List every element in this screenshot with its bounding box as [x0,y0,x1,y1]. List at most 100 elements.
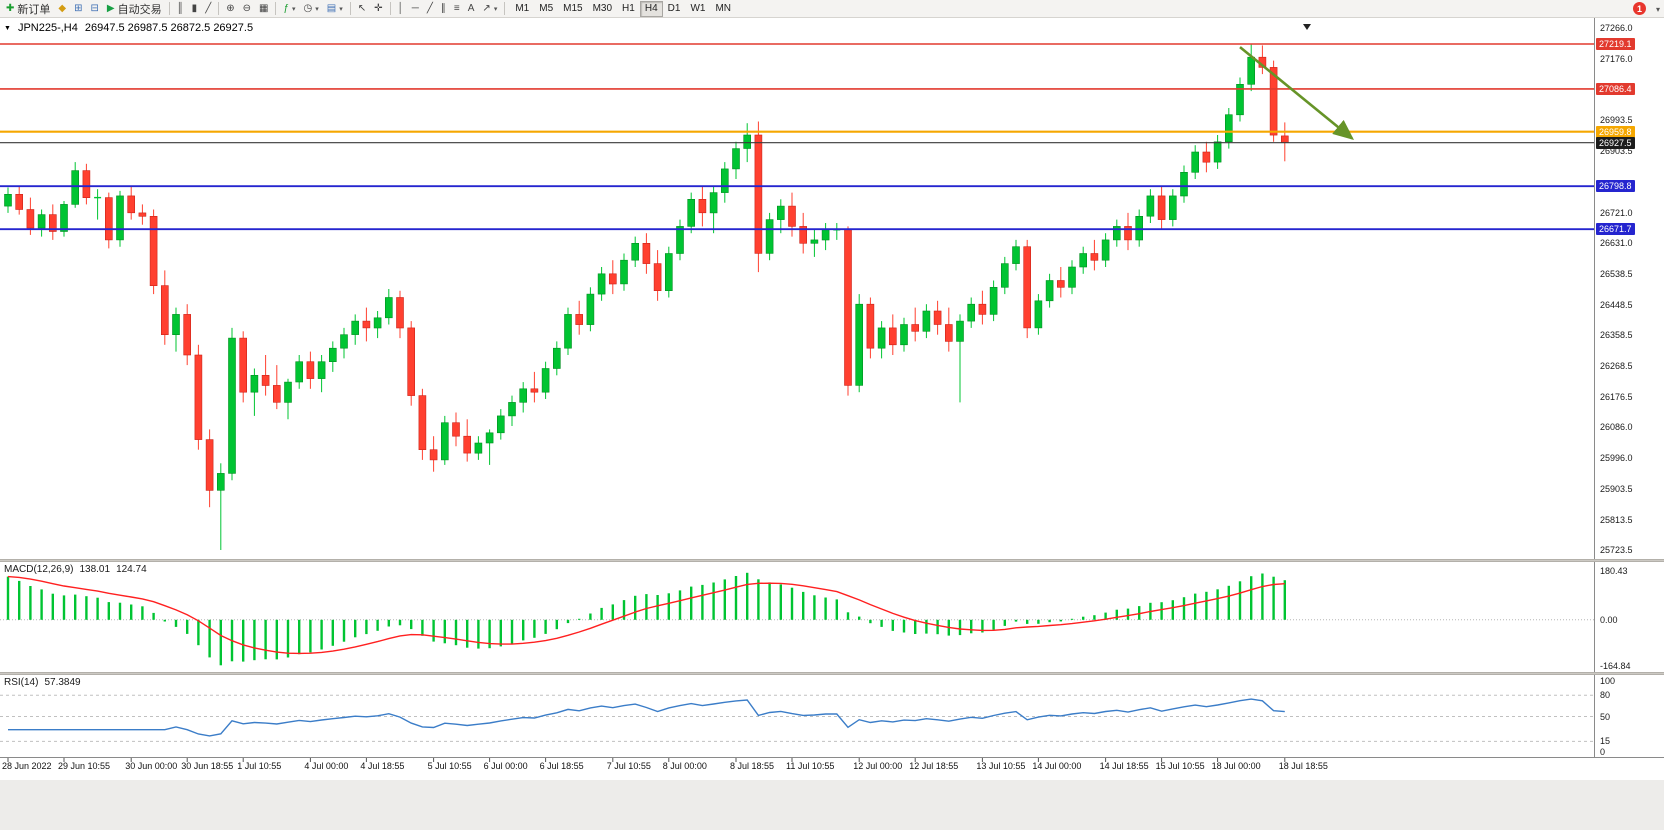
zoom-in-button[interactable]: ⊕ [222,0,238,18]
dropdown-caret-icon: ▾ [292,5,296,13]
crosshair-button[interactable]: ✛ [370,0,386,18]
time-axis-ticks [7,758,1286,762]
bar-chart-button[interactable]: ║ [173,0,188,18]
periods-button[interactable]: ◷ ▾ [300,0,323,18]
timeframe-h4-button[interactable]: H4 [639,0,663,17]
price-axis-label: 25903.5 [1600,484,1633,495]
crosshair-icon: ✛ [374,2,383,14]
rsi-axis-label: 0 [1600,747,1606,757]
price-axis-label: 26176.5 [1600,391,1633,402]
time-axis-label: 29 Jun 10:55 [58,761,111,771]
price-line-badge[interactable]: 26798.8 [1596,180,1635,193]
price-axis-label: 26993.5 [1600,115,1633,126]
timeframe-m1-button[interactable]: M1 [515,2,530,14]
candlestick-chart-button[interactable]: ▮ [188,0,202,18]
rsi-line [8,698,1285,737]
toolbar-separator [275,2,277,15]
price-axis-label: 25723.5 [1600,545,1633,555]
time-axis-label: 11 Jul 10:55 [786,761,835,771]
price-axis-label: 26086.0 [1600,422,1633,433]
macd-label: MACD(12,26,9) 138.01 124.74 [4,564,147,575]
templates-button[interactable]: ▤ ▾ [323,0,347,18]
auto-trading-label: 自动交易 [117,3,162,16]
toolbar-overflow-caret-icon[interactable]: ▾ [1655,5,1660,14]
price-line-badge[interactable]: 26927.5 [1596,136,1635,149]
text-label-button[interactable]: A [464,0,479,18]
time-axis-label: 30 Jun 00:00 [125,761,178,771]
price-line-badge[interactable]: 26959.8 [1596,125,1635,138]
templates-icon: ▤ [326,2,337,14]
arrows-button[interactable]: ↗ ▾ [478,0,501,18]
horizontal-line-icon: ─ [411,2,419,14]
time-axis[interactable] [0,757,1664,780]
equidistant-channel-icon: ∥ [440,2,446,14]
price-axis-label: 25996.0 [1600,452,1633,463]
vertical-line-button[interactable]: │ [394,0,408,18]
price-axis-label: 26721.0 [1600,207,1633,218]
trendline-button[interactable]: ╱ [423,0,437,18]
chart-title: ▼ JPN225-,H4 26947.5 26987.5 26872.5 269… [4,22,253,34]
line-chart-button[interactable]: ╱ [201,0,215,18]
equidistant-channel-button[interactable]: ∥ [437,0,450,18]
horizontal-line-button[interactable]: ─ [408,0,423,18]
cursor-button[interactable]: ↖ [354,0,370,18]
price-line-badge[interactable]: 27086.4 [1596,82,1635,95]
tile-windows-button[interactable]: ▦ [255,0,272,18]
time-axis-label: 4 Jul 18:55 [360,761,405,771]
panel-splitter[interactable] [0,672,1664,675]
trend-arrow [1239,46,1355,141]
dropdown-caret-icon: ▾ [493,5,498,13]
window-background [0,780,1664,830]
panel-splitter[interactable] [0,559,1664,562]
new-order-button[interactable]: ✚ 新订单 [2,0,54,18]
timeframe-h1-button[interactable]: H1 [622,2,635,14]
price-axis-label: 27176.0 [1600,53,1633,64]
price-line-badge[interactable]: 26671.7 [1596,223,1635,236]
chart-shift-marker-icon[interactable] [1303,24,1311,30]
new-order-icon: ✚ [6,2,15,14]
timeframe-mn-button[interactable]: MN [715,2,731,14]
time-axis-label: 12 Jul 00:00 [853,761,903,771]
timeframe-w1-button[interactable]: W1 [690,2,706,14]
time-axis-label: 8 Jul 18:55 [730,761,775,771]
time-axis-label: 14 Jul 18:55 [1099,761,1149,771]
time-axis-label: 18 Jul 00:00 [1211,761,1261,771]
text-label-icon: A [467,2,475,14]
macd-axis-min: -164.84 [1600,661,1631,671]
new-order-label: 新订单 [17,3,51,16]
sound-alert-button[interactable]: ◆ [54,0,70,18]
notification-badge[interactable]: 1 [1633,2,1646,15]
zoom-out-button[interactable]: ⊖ [239,0,255,18]
candlestick-chart-icon: ▮ [191,2,198,14]
zoom-in-icon: ⊕ [226,2,235,14]
chart-collapse-icon[interactable]: ▼ [4,24,11,32]
timeframe-d1-button[interactable]: D1 [667,2,681,14]
chart-ohlc-values: 26947.5 26987.5 26872.5 26927.5 [84,22,254,34]
trendline-icon: ╱ [426,2,433,14]
auto-trading-button[interactable]: ▶ 自动交易 [103,0,166,18]
timeframe-m30-button[interactable]: M30 [592,2,613,14]
candlestick-series [4,44,1289,550]
price-axis-label: 26631.0 [1600,238,1633,248]
timeframe-m5-button[interactable]: M5 [539,2,554,14]
macd-main-value: 138.01 [79,564,111,575]
macd-axis-max: 180.43 [1600,566,1628,576]
time-axis-label: 1 Jul 10:55 [237,761,282,771]
toolbar-separator [504,2,506,15]
zoom-out-icon: ⊖ [242,2,251,14]
indicators-button[interactable]: ƒ ▾ [279,0,299,18]
timeframe-buttons: M1 M5 M15 M30 H1 H4 D1 W1 MN [510,0,736,17]
navigator-button[interactable]: ⊟ [86,0,102,18]
market-watch-button[interactable]: ⊞ [70,0,86,18]
macd-histogram [6,572,1287,666]
price-line-badge[interactable]: 27219.1 [1596,38,1635,50]
chart-symbol-period: JPN225-,H4 [17,22,78,34]
line-chart-icon: ╱ [205,2,212,14]
auto-trading-icon: ▶ [106,2,115,14]
tile-windows-icon: ▦ [259,2,269,14]
timeframe-m15-button[interactable]: M15 [563,2,583,14]
price-axis-label: 25813.5 [1600,514,1633,525]
fibonacci-button[interactable]: ≡ [450,0,464,18]
